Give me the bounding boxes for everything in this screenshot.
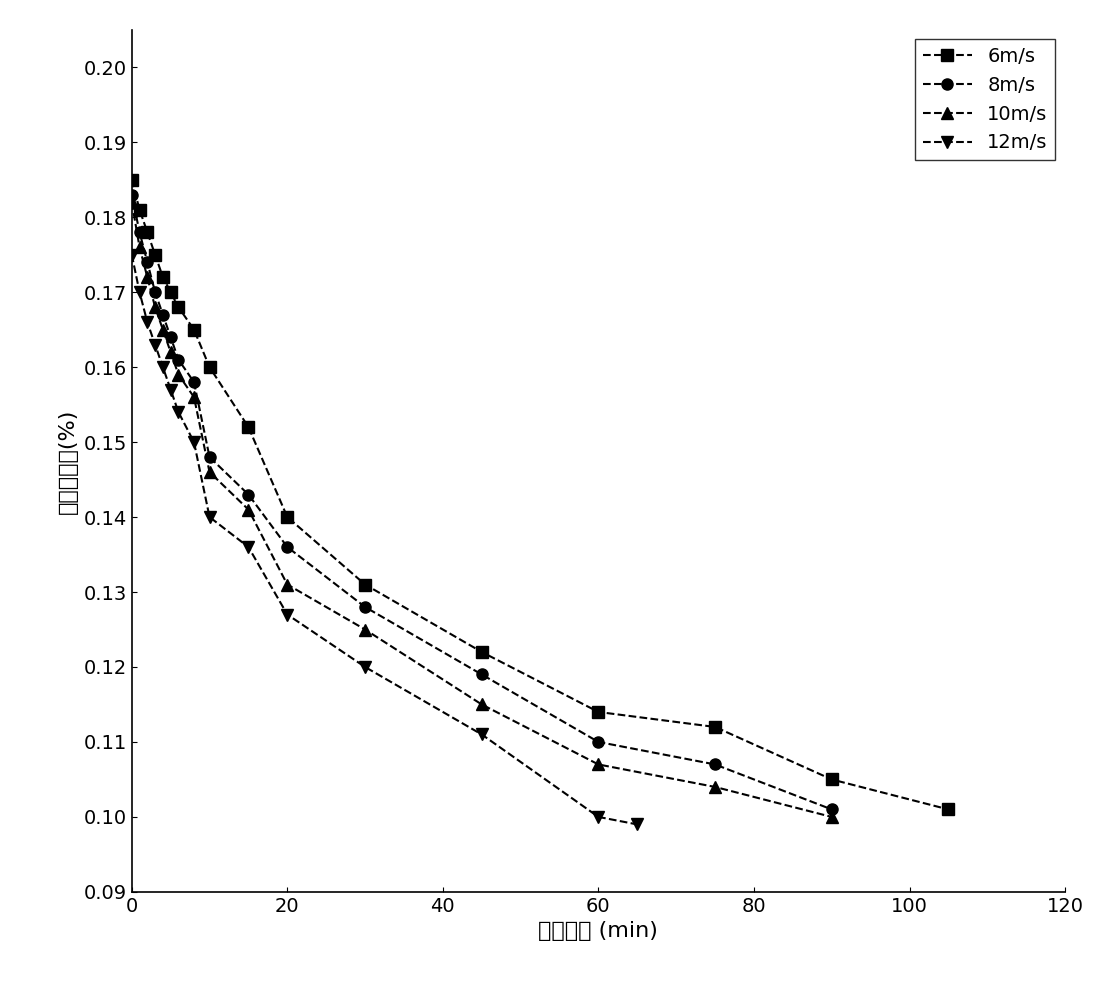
8m/s — [592, 736, 605, 748]
6m/s — [141, 226, 154, 238]
12m/s — [171, 406, 184, 418]
12m/s — [475, 728, 489, 740]
8m/s — [203, 451, 216, 463]
6m/s — [826, 774, 839, 786]
8m/s — [188, 377, 201, 388]
12m/s — [203, 511, 216, 523]
6m/s — [358, 579, 371, 591]
10m/s — [708, 781, 721, 793]
12m/s — [358, 661, 371, 673]
8m/s — [148, 286, 161, 298]
6m/s — [203, 361, 216, 373]
10m/s — [171, 369, 184, 381]
Legend: 6m/s, 8m/s, 10m/s, 12m/s: 6m/s, 8m/s, 10m/s, 12m/s — [916, 40, 1055, 161]
10m/s — [242, 503, 255, 515]
Line: 12m/s: 12m/s — [126, 249, 642, 830]
6m/s — [475, 646, 489, 658]
12m/s — [148, 339, 161, 351]
10m/s — [188, 391, 201, 403]
12m/s — [592, 811, 605, 823]
8m/s — [475, 669, 489, 681]
10m/s — [133, 241, 146, 253]
6m/s — [156, 272, 169, 283]
12m/s — [133, 286, 146, 298]
10m/s — [475, 699, 489, 711]
Line: 10m/s: 10m/s — [126, 196, 838, 823]
8m/s — [164, 331, 177, 343]
12m/s — [242, 541, 255, 553]
6m/s — [164, 286, 177, 298]
6m/s — [708, 721, 721, 733]
Y-axis label: 干基含水率(%): 干基含水率(%) — [58, 408, 78, 513]
10m/s — [203, 466, 216, 478]
10m/s — [156, 324, 169, 336]
8m/s — [708, 758, 721, 770]
12m/s — [281, 608, 294, 620]
6m/s — [171, 301, 184, 313]
6m/s — [133, 204, 146, 216]
8m/s — [133, 226, 146, 238]
6m/s — [942, 804, 955, 816]
10m/s — [164, 346, 177, 358]
6m/s — [242, 421, 255, 433]
8m/s — [156, 308, 169, 320]
10m/s — [358, 623, 371, 635]
12m/s — [188, 436, 201, 448]
X-axis label: 干燥时间 (min): 干燥时间 (min) — [538, 922, 659, 941]
8m/s — [242, 489, 255, 500]
8m/s — [125, 188, 138, 200]
6m/s — [188, 324, 201, 336]
8m/s — [141, 257, 154, 269]
10m/s — [141, 272, 154, 283]
12m/s — [141, 316, 154, 328]
8m/s — [281, 541, 294, 553]
6m/s — [592, 706, 605, 717]
8m/s — [171, 354, 184, 366]
6m/s — [125, 173, 138, 185]
Line: 8m/s: 8m/s — [126, 189, 838, 815]
8m/s — [358, 602, 371, 613]
8m/s — [826, 804, 839, 816]
12m/s — [630, 819, 643, 830]
12m/s — [164, 384, 177, 395]
10m/s — [592, 758, 605, 770]
10m/s — [826, 811, 839, 823]
10m/s — [148, 301, 161, 313]
Line: 6m/s: 6m/s — [126, 174, 954, 815]
6m/s — [148, 249, 161, 261]
10m/s — [125, 196, 138, 208]
12m/s — [156, 361, 169, 373]
6m/s — [281, 511, 294, 523]
10m/s — [281, 579, 294, 591]
12m/s — [125, 249, 138, 261]
